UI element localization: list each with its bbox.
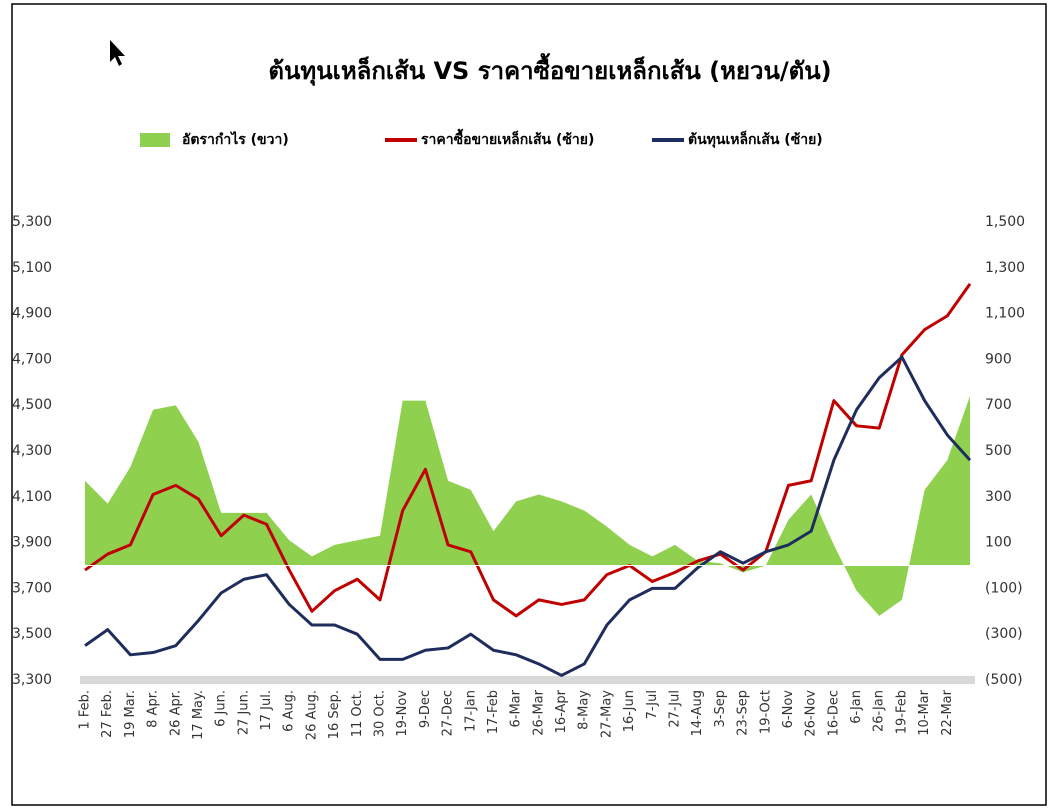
y2-tick-label: (100) — [985, 580, 1023, 596]
x-tick-label: 16 Sep. — [327, 690, 342, 739]
y2-tick-label: 100 — [985, 535, 1012, 551]
cursor — [110, 40, 125, 66]
y-tick-label: 4,100 — [12, 489, 52, 505]
x-tick-label: 27-May — [599, 690, 614, 738]
line — [84, 282, 972, 618]
x-tick-label: 6-Nov — [781, 690, 796, 729]
x-tick-label: 8-May — [577, 690, 592, 730]
x-axis-band — [80, 676, 975, 684]
y2-tick-label: (300) — [985, 626, 1023, 642]
x-tick-label: 19-Nov — [395, 690, 410, 737]
legend-label: ต้นทุนเหล็กเส้น (ซ้าย) — [688, 130, 823, 148]
x-tick-label: 23-Sep — [736, 690, 751, 736]
x-tick-label: 16-Dec — [826, 690, 841, 736]
legend-swatch — [140, 133, 170, 147]
y2-tick-label: 700 — [985, 397, 1012, 413]
legend-label: ราคาซื้อขายเหล็กเส้น (ซ้าย) — [421, 128, 594, 148]
x-tick-label: 6-Mar — [509, 689, 524, 727]
y-tick-label: 3,900 — [12, 535, 52, 551]
y2-tick-label: (500) — [985, 672, 1023, 688]
y2-tick-label: 1,100 — [985, 306, 1025, 322]
y-tick-label: 4,300 — [12, 443, 52, 459]
x-tick-label: 30 Oct. — [373, 690, 388, 737]
x-tick-label: 27-Jul — [668, 690, 683, 728]
x-tick-label: 3-Sep — [713, 690, 728, 727]
line — [84, 355, 972, 677]
x-tick-label: 26-Jan — [872, 690, 887, 732]
x-tick-label: 17-Feb — [486, 690, 501, 734]
x-tick-label: 10-Mar — [917, 689, 932, 735]
x-tick-label: 19-Feb — [894, 690, 909, 734]
x-tick-label: 26-Nov — [804, 690, 819, 737]
y-tick-label: 4,700 — [12, 351, 52, 367]
chart-title: ต้นทุนเหล็กเส้น VS ราคาซื้อขายเหล็กเส้น … — [268, 52, 831, 87]
x-tick-label: 16-Jun — [622, 690, 637, 732]
y2-tick-label: 1,500 — [985, 214, 1025, 230]
y-tick-label: 3,500 — [12, 626, 52, 642]
y-tick-label: 5,300 — [12, 214, 52, 230]
x-tick-label: 26 Aug. — [304, 690, 319, 740]
y-tick-label: 5,100 — [12, 260, 52, 276]
y2-tick-label: 300 — [985, 489, 1012, 505]
x-tick-label: 26 Apr. — [168, 690, 183, 736]
x-tick-label: 17 Jul. — [259, 690, 274, 731]
y-tick-label: 4,500 — [12, 397, 52, 413]
x-tick-label: 27 Feb. — [100, 690, 115, 738]
x-tick-label: 9-Dec — [418, 690, 433, 728]
x-tick-label: 27-Dec — [441, 690, 456, 736]
x-tick-label: 16-Apr — [554, 689, 569, 733]
x-tick-label: 17-Jan — [463, 690, 478, 732]
y-tick-label: 4,900 — [12, 306, 52, 322]
y2-tick-label: 1,300 — [985, 260, 1025, 276]
frame — [11, 3, 1047, 806]
x-tick-label: 6 Aug. — [282, 690, 297, 732]
x-tick-label: 26-Mar — [531, 689, 546, 735]
area — [85, 396, 970, 616]
x-tick-label: 7-Jul — [645, 690, 660, 719]
x-tick-label: 8 Apr. — [146, 690, 161, 728]
x-tick-label: 17 May. — [191, 690, 206, 740]
x-tick-label: 22-Mar — [940, 689, 955, 735]
legend: อัตรากำไร (ขวา) ราคาซื้อขายเหล็กเส้น (ซ้า… — [140, 128, 823, 148]
x-tick-label: 27 Jun. — [236, 690, 251, 735]
x-tick-label: 11 Oct. — [350, 690, 365, 737]
x-tick-label: 19 Mar. — [123, 690, 138, 738]
x-tick-label: 1 Feb. — [78, 690, 93, 730]
y-tick-label: 3,700 — [12, 580, 52, 596]
y2-tick-label: 900 — [985, 351, 1012, 367]
x-tick-label: 6-Jan — [849, 690, 864, 724]
legend-label: อัตรากำไร (ขวา) — [182, 130, 289, 148]
x-tick-label: 19-Oct — [758, 690, 773, 734]
x-tick-label: 6 Jun. — [214, 690, 229, 727]
y2-tick-label: 500 — [985, 443, 1012, 459]
y-tick-label: 3,300 — [12, 672, 52, 688]
x-tick-label: 14-Aug — [690, 690, 705, 736]
